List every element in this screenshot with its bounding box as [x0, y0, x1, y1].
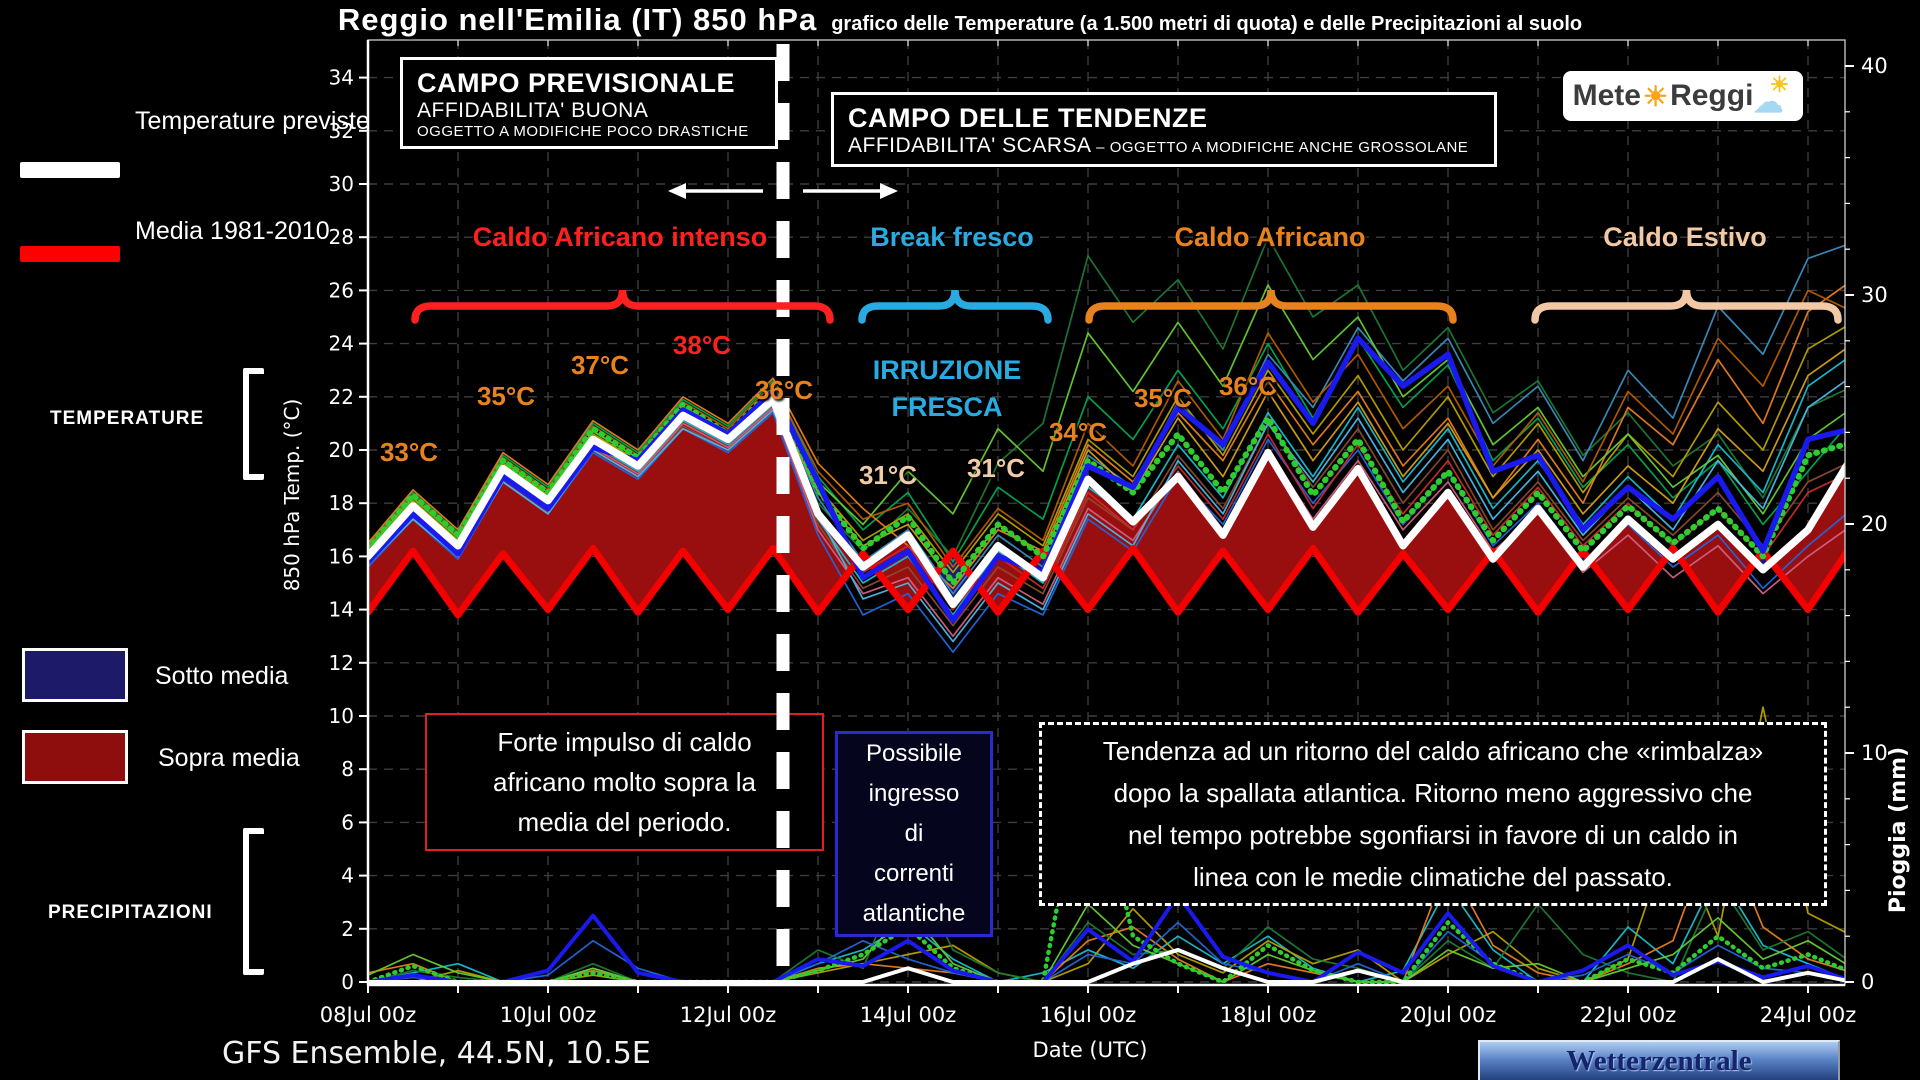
svg-text:40: 40	[1861, 54, 1888, 78]
svg-text:16: 16	[329, 544, 354, 568]
svg-text:20: 20	[329, 438, 354, 462]
svg-text:24: 24	[329, 332, 354, 356]
legend-media-label: Media 1981-2010	[135, 217, 330, 245]
red-line-swatch	[20, 246, 120, 262]
temperature-section-label: TEMPERATURE	[50, 408, 205, 429]
svg-text:22Jul 00z: 22Jul 00z	[1580, 1003, 1676, 1027]
svg-text:26: 26	[329, 278, 354, 302]
model-run-label: GFS Ensemble, 44.5N, 10.5E	[222, 1036, 651, 1071]
note-atlantic-currents: Possibile ingresso di correnti atlantich…	[835, 731, 993, 937]
white-line-swatch	[20, 162, 120, 178]
tendency-field-reliability: AFFIDABILITA' SCARSA	[848, 134, 1092, 157]
svg-text:20Jul 00z: 20Jul 00z	[1400, 1003, 1496, 1027]
legend-below-label: Sotto media	[155, 662, 289, 690]
svg-text:850 hPa Temp. (°C): 850 hPa Temp. (°C)	[280, 399, 304, 592]
below-average-swatch	[22, 648, 128, 702]
legend-above-label: Sopra media	[158, 744, 300, 772]
svg-text:10: 10	[329, 704, 354, 728]
svg-text:2: 2	[341, 917, 354, 941]
svg-text:30: 30	[329, 172, 354, 196]
svg-text:Pioggia (mm): Pioggia (mm)	[1886, 747, 1911, 913]
svg-text:28: 28	[329, 225, 354, 249]
precipitation-section-label: PRECIPITAZIONI	[48, 902, 213, 923]
sun-icon: ☀	[1642, 80, 1669, 112]
svg-text:22: 22	[329, 385, 354, 409]
page-title: Reggio nell'Emilia (IT) 850 hPa grafico d…	[0, 2, 1920, 38]
svg-text:8: 8	[341, 757, 354, 781]
wetterzentrale-text: Wetterzentrale	[1566, 1044, 1752, 1077]
tendency-field-title: CAMPO DELLE TENDENZE	[848, 103, 1208, 133]
note-tendency: Tendenza ad un ritorno del caldo african…	[1039, 722, 1827, 906]
svg-text:6: 6	[341, 810, 354, 834]
svg-text:18Jul 00z: 18Jul 00z	[1220, 1003, 1316, 1027]
svg-text:16Jul 00z: 16Jul 00z	[1040, 1003, 1136, 1027]
svg-text:0: 0	[1861, 970, 1874, 994]
title-location: Reggio nell'Emilia (IT) 850 hPa	[337, 2, 818, 37]
svg-text:0: 0	[341, 970, 354, 994]
forecast-field-box: CAMPO PREVISIONALE AFFIDABILITA' BUONA O…	[400, 57, 778, 149]
legend-forecast-label: Temperature previste	[135, 107, 370, 135]
svg-text:24Jul 00z: 24Jul 00z	[1760, 1003, 1856, 1027]
meteoreggio-text-2: Reggi	[1670, 79, 1754, 112]
svg-text:10: 10	[1861, 741, 1888, 765]
meteoreggio-logo[interactable]: Mete ☀ Reggi ☀ ☁	[1563, 71, 1803, 121]
note-heat-impulse: Forte impulso di caldo africano molto so…	[425, 713, 824, 851]
temperature-bracket	[243, 368, 264, 480]
svg-text:12Jul 00z: 12Jul 00z	[680, 1003, 776, 1027]
sun-behind-cloud-icon: ☀ ☁	[1753, 72, 1790, 119]
forecast-field-title: CAMPO PREVISIONALE	[417, 68, 736, 98]
svg-text:32: 32	[329, 119, 354, 143]
svg-text:30: 30	[1861, 283, 1888, 307]
tendency-field-note: – OGGETTO A MODIFICHE ANCHE GROSSOLANE	[1091, 139, 1469, 156]
meteoreggio-text-1: Mete	[1572, 79, 1641, 112]
svg-text:14Jul 00z: 14Jul 00z	[860, 1003, 956, 1027]
svg-text:18: 18	[329, 491, 354, 515]
svg-text:34: 34	[329, 66, 354, 90]
forecast-field-reliability: AFFIDABILITA' BUONA	[417, 99, 649, 122]
svg-text:Date (UTC): Date (UTC)	[1033, 1038, 1148, 1062]
above-average-swatch	[22, 730, 128, 784]
svg-text:4: 4	[341, 864, 354, 888]
svg-text:12: 12	[329, 651, 354, 675]
forecast-field-note: OGGETTO A MODIFICHE POCO DRASTICHE	[417, 123, 749, 140]
svg-text:14: 14	[329, 598, 354, 622]
svg-text:08Jul 00z: 08Jul 00z	[320, 1003, 416, 1027]
precipitation-bracket	[243, 828, 264, 975]
svg-text:10Jul 00z: 10Jul 00z	[500, 1003, 596, 1027]
svg-text:20: 20	[1861, 512, 1888, 536]
title-subtitle: grafico delle Temperature (a 1.500 metri…	[831, 13, 1583, 35]
wetterzentrale-logo[interactable]: Wetterzentrale	[1478, 1040, 1840, 1080]
tendency-field-box: CAMPO DELLE TENDENZE AFFIDABILITA' SCARS…	[831, 92, 1497, 167]
